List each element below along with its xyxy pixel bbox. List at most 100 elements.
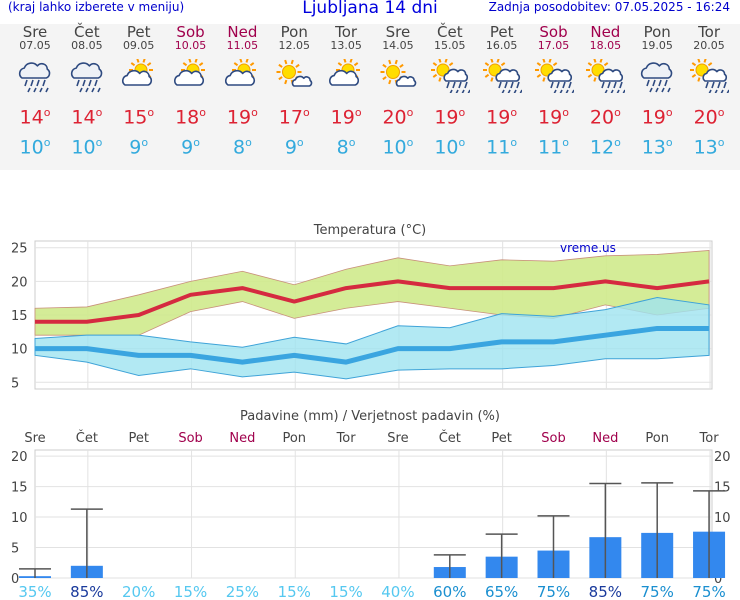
precip-probability: 35% xyxy=(18,583,51,600)
sun-cloud-icon xyxy=(222,58,262,93)
day-date: 09.05 xyxy=(122,39,155,52)
day-column: Pet 16.05 19o 11o xyxy=(476,24,528,158)
temp-y-tick: 15 xyxy=(11,309,28,324)
day-column: Sre 14.05 20o 10o xyxy=(372,24,424,158)
cloud-rain-icon xyxy=(67,59,107,93)
precip-probability: 15% xyxy=(174,583,207,600)
day-date: 15.05 xyxy=(434,39,466,52)
day-name: Ned xyxy=(590,23,621,41)
temperature-chart: 5 10 15 20 25 Temperatura (°C) vreme.us xyxy=(11,223,713,391)
precip-probability: 85% xyxy=(589,583,622,600)
max-temp: 17o xyxy=(278,106,310,129)
precip-day-label: Sob xyxy=(541,431,565,446)
day-column: Ned 11.05 19o 8o xyxy=(216,24,268,158)
region-menu-hint[interactable]: (kraj lahko izberete v meniju) xyxy=(8,0,185,14)
precip-probability: 15% xyxy=(329,583,362,600)
max-temp: 19o xyxy=(330,106,362,129)
precip-day-label: Tor xyxy=(699,431,720,446)
day-name: Pon xyxy=(643,23,671,41)
day-column: Sre 07.05 14o 10o xyxy=(9,24,61,158)
max-temp: 20o xyxy=(693,106,725,129)
precip-day-label: Pet xyxy=(128,431,148,446)
forecast-strip xyxy=(0,24,740,170)
sun-small-cloud-icon xyxy=(274,59,314,93)
cloud-rain-icon xyxy=(637,59,677,93)
sun-cloud-icon xyxy=(171,58,211,93)
day-column: Čet 08.05 14o 10o xyxy=(61,24,113,158)
day-name: Tor xyxy=(335,23,358,41)
temp-y-tick: 10 xyxy=(11,343,28,358)
day-date: 12.05 xyxy=(278,39,311,52)
precip-probability: 40% xyxy=(381,583,414,600)
precip-probability: 75% xyxy=(692,583,725,600)
precip-y-tick-right: 15 xyxy=(714,481,731,496)
max-temp: 19o xyxy=(538,106,569,129)
day-name: Sob xyxy=(539,23,568,41)
min-temp: 8o xyxy=(336,136,356,159)
temp-y-tick: 5 xyxy=(11,376,19,391)
day-column: Sob 10.05 18o 9o xyxy=(165,24,217,158)
day-date: 20.05 xyxy=(693,39,725,52)
watermark: vreme.us xyxy=(560,241,616,255)
day-date: 08.05 xyxy=(71,39,103,52)
precipitation-chart-title: Padavine (mm) / Verjetnost padavin (%) xyxy=(240,409,500,424)
precip-y-tick-left: 20 xyxy=(11,450,28,465)
cloud-rain-icon xyxy=(15,59,55,93)
day-column: Sob 17.05 19o 11o xyxy=(528,24,580,158)
precip-y-tick-left: 15 xyxy=(11,481,28,496)
day-name: Pon xyxy=(280,23,308,41)
day-name: Sob xyxy=(176,23,205,41)
min-temp: 9o xyxy=(181,136,200,159)
min-temp: 9o xyxy=(129,136,149,159)
precip-day-label: Sre xyxy=(24,431,45,446)
max-temp: 19o xyxy=(486,106,518,129)
precip-day-label: Čet xyxy=(439,430,461,446)
day-date: 18.05 xyxy=(589,39,622,52)
precipitation-chart: 0055101015152020Padavine (mm) / Verjetno… xyxy=(11,409,731,600)
day-column: Tor 13.05 19o 8o xyxy=(320,24,372,158)
page-title: Ljubljana 14 dni xyxy=(302,0,438,18)
max-temp: 19o xyxy=(641,106,673,129)
day-date: 16.05 xyxy=(485,39,518,52)
max-temp: 18o xyxy=(175,106,206,129)
min-temp: 10o xyxy=(434,136,466,159)
precip-day-label: Pet xyxy=(491,431,511,446)
day-date: 10.05 xyxy=(174,39,207,52)
precip-y-tick-right: 0 xyxy=(714,572,722,587)
precip-probability: 75% xyxy=(641,583,674,600)
precip-day-label: Sob xyxy=(178,431,202,446)
precip-y-tick-left: 0 xyxy=(11,572,19,587)
precip-y-tick-left: 5 xyxy=(11,542,19,557)
day-name: Čet xyxy=(74,23,100,41)
max-temp-line xyxy=(35,279,710,324)
min-temp: 10o xyxy=(19,136,51,159)
precip-probability: 75% xyxy=(537,583,570,600)
sun-rain-icon xyxy=(689,58,730,95)
sun-cloud-icon xyxy=(119,58,159,93)
max-temp: 20o xyxy=(382,106,414,129)
day-name: Ned xyxy=(227,23,258,41)
max-temp: 19o xyxy=(434,106,466,129)
day-name: Sre xyxy=(22,23,48,41)
min-temp-line xyxy=(35,325,710,365)
day-date: 11.05 xyxy=(226,39,259,52)
day-column: Ned 18.05 20o 12o xyxy=(579,24,631,158)
min-temp: 12o xyxy=(589,136,621,159)
min-temp: 11o xyxy=(538,136,569,159)
precip-probability: 15% xyxy=(278,583,311,600)
max-temp: 14o xyxy=(19,106,51,129)
sun-rain-icon xyxy=(534,58,575,95)
precip-y-tick-right: 20 xyxy=(714,450,731,465)
min-temp: 13o xyxy=(693,136,725,159)
max-temp: 15o xyxy=(123,106,155,129)
day-column: Tor 20.05 20o 13o xyxy=(683,24,735,158)
min-temp: 11o xyxy=(486,136,518,159)
day-date: 14.05 xyxy=(382,39,414,52)
sun-cloud-icon xyxy=(326,58,366,93)
precip-day-label: Tor xyxy=(336,431,357,446)
precip-probability: 20% xyxy=(122,583,155,600)
precip-y-tick-left: 10 xyxy=(11,511,28,526)
precip-day-label: Sre xyxy=(387,431,408,446)
day-name: Čet xyxy=(437,23,463,41)
